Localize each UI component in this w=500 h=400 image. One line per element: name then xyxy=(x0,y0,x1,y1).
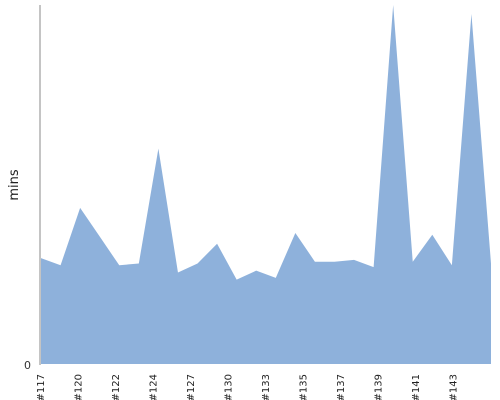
x-tick-label: #130 xyxy=(224,374,235,400)
y-axis: 0 mins xyxy=(7,5,41,372)
x-tick-label: #139 xyxy=(374,374,385,400)
x-tick-label: #137 xyxy=(336,374,347,400)
x-tick-label: #133 xyxy=(261,374,272,400)
x-tick-label: #127 xyxy=(186,374,197,400)
x-tick-label: #124 xyxy=(149,374,160,400)
x-tick-label: #120 xyxy=(74,374,85,400)
y-axis-title: mins xyxy=(7,169,22,201)
x-tick-label: #122 xyxy=(111,374,122,400)
area-series xyxy=(41,5,491,364)
x-tick-label: #141 xyxy=(411,374,422,400)
x-tick-label: #117 xyxy=(36,374,47,400)
x-axis-tick-labels: #117 #120 #122 #124 #127 #130 #133 #135 #137 #139… xyxy=(36,374,460,400)
x-tick-label: #143 xyxy=(449,374,460,400)
x-tick-label: #135 xyxy=(299,374,310,400)
y-tick-label-0: 0 xyxy=(24,359,31,372)
